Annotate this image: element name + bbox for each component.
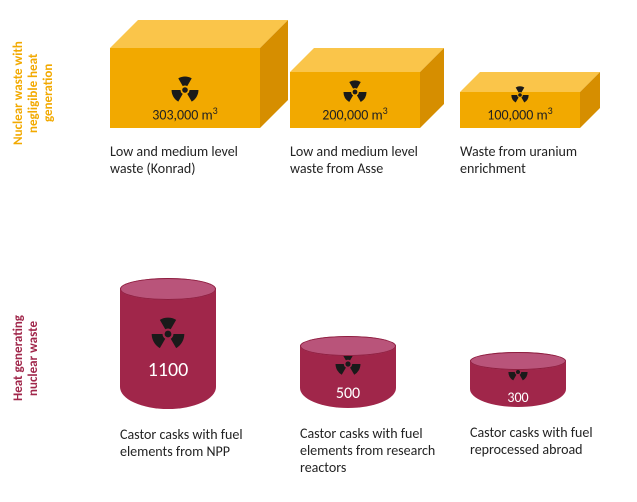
box-front-face: 100,000 m3 [460,92,580,128]
row-label-negligible: Nuclear waste with negligible heat gener… [12,23,57,163]
box-top-face [460,72,600,92]
radiation-icon [511,86,529,104]
box-top-face [110,20,288,48]
cylinder-caption: Castor casks with fuel reprocessed abroa… [470,425,610,459]
box-caption: Low and medium level waste from Asse [290,144,430,178]
cylinder-body: 1100 [120,289,216,409]
box-front-face: 200,000 m3 [290,72,420,128]
cylinder-value: 300 [507,389,528,406]
box-volume-value: 100,000 m3 [487,104,553,124]
box-front-face: 303,000 m3 [110,48,260,128]
cylinder-caption: Castor casks with fuel elements from NPP [120,427,260,461]
cylinder-value: 500 [336,384,360,403]
cylinder-value: 1100 [148,358,189,382]
radiation-icon [343,80,367,104]
cylinder-top [300,336,396,356]
box-top-face [290,48,444,72]
cylinder-top [120,278,216,300]
box-caption: Waste from uranium enrichment [460,144,590,178]
radiation-icon [151,317,185,356]
radiation-icon [171,76,199,104]
box-volume-value: 303,000 m3 [152,104,218,124]
box-caption: Low and medium level waste (Konrad) [110,144,270,178]
cylinder-caption: Castor casks with fuel elements from res… [300,426,440,476]
box-volume-value: 200,000 m3 [322,104,388,124]
row-label-heatgen: Heat generating nuclear waste [12,298,42,418]
cylinder-top [470,352,566,370]
